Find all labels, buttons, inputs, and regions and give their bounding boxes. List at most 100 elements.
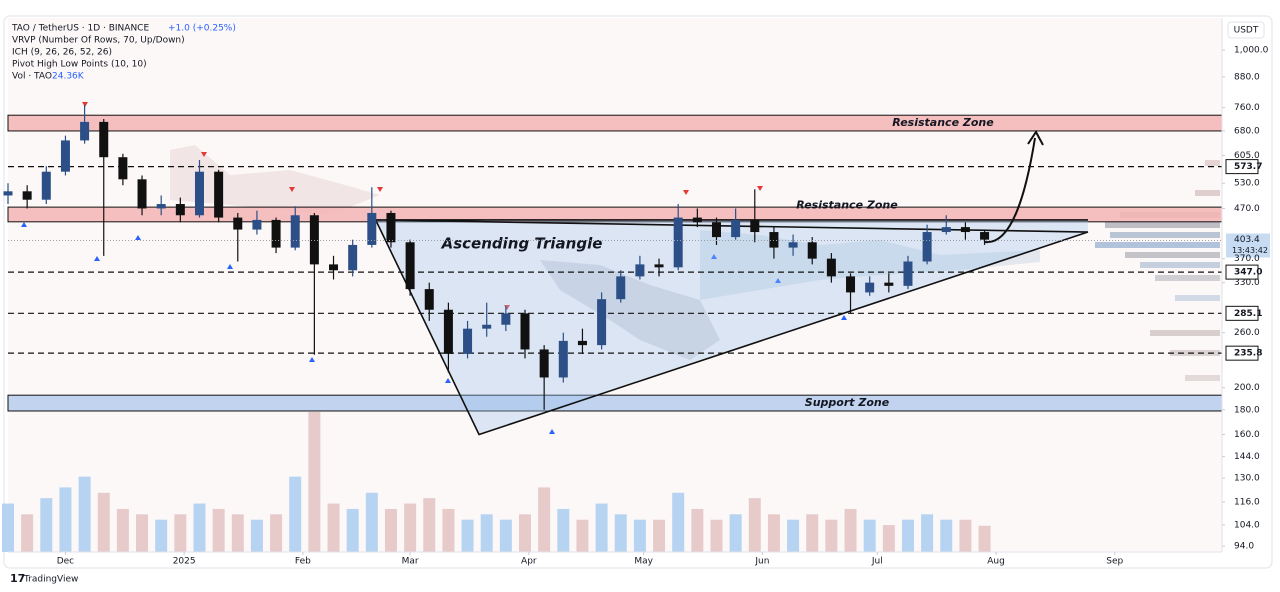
profile-bar [1195,190,1220,196]
x-tick-label: Sep [1106,557,1123,567]
countdown: 13:43:42 [1232,246,1268,255]
projection-arrow [984,137,1036,244]
candle-body [711,222,721,238]
candle-body [309,215,319,265]
candle-body [137,179,147,209]
y-tick-label: 880.0 [1234,72,1260,82]
y-tick-label: 94.0 [1234,542,1254,552]
candle-body [520,313,530,350]
candle-body [214,171,224,218]
candle-body [846,276,856,293]
volume-bar [193,503,206,552]
volume-bar [327,503,340,552]
candle-body [99,121,109,158]
pattern-label: Ascending Triangle [441,235,603,253]
level-label: 285.1 [1234,309,1262,319]
zone-label: Support Zone [805,396,890,409]
y-tick-label: 760.0 [1234,103,1260,113]
y-tick-label: 116.0 [1234,497,1260,507]
x-tick-label: May [634,557,653,567]
y-tick-label: 104.0 [1234,520,1260,530]
volume-bar [155,519,168,552]
volume-bar [710,519,723,552]
volume-bar [59,487,72,552]
candle-body [769,232,779,248]
candle-body [252,219,262,230]
cloud-grey [540,260,720,360]
volume-bar [480,514,493,552]
volume-bar [978,525,991,552]
candle-body [941,227,951,233]
brand-name: TradingView [23,575,78,585]
profile-bar [1125,252,1220,258]
volume-bar [231,514,244,552]
y-tick-label: 144.0 [1234,452,1260,462]
x-tick-label: Jun [754,557,769,567]
volume-label: Vol · TAO [12,72,52,82]
volume-bar [806,514,819,552]
y-tick-label: 680.0 [1234,126,1260,136]
x-tick-label: Aug [987,557,1005,567]
volume-bar [901,519,914,552]
volume-bar [270,514,283,552]
candle-body [903,261,913,286]
volume-bar [289,476,302,552]
candle-body [731,219,741,238]
candle-body [463,328,473,354]
candle-body [348,244,358,271]
candle-body [884,282,894,286]
profile-bar [1185,375,1220,381]
indicator-label: VRVP (Number Of Rows, 70, Up/Down) [12,36,185,46]
y-tick-label: 530.0 [1234,179,1260,189]
volume-bar [2,503,14,552]
volume-bar [825,519,838,552]
chart-content: Resistance Zone Resistance Zone Support Zo… [2,104,1270,552]
level-label: 573.7 [1234,162,1262,172]
y-tick-label: 130.0 [1234,474,1260,484]
volume-bar [538,487,551,552]
volume-bar [97,492,110,552]
volume-bar [729,514,742,552]
volume-bar [250,519,263,552]
volume-value: 24.36K [52,72,85,82]
profile-bar [1150,330,1220,336]
candle-body [558,340,568,378]
volume-bar [882,525,895,552]
currency-box [1227,21,1265,39]
candle-body [616,276,626,300]
x-tick-label: 2025 [173,557,196,567]
candle-body [750,219,760,233]
zone-label: Resistance Zone [892,116,994,129]
profile-bar [1095,242,1220,248]
candle-body [271,219,281,248]
x-tick-label: Apr [521,557,537,567]
profile-bar [1105,222,1220,228]
candle-body [692,217,702,223]
brand-logo: 𝟭𝟳 [10,572,25,585]
volume-bar [136,514,149,552]
profile-bar [1170,350,1220,356]
candle-body [654,264,664,268]
volume-bar [308,412,321,552]
zone [7,114,1223,132]
y-tick-label: 1,000.0 [1234,46,1269,56]
candle-body [501,313,511,325]
candle-body [807,242,817,259]
y-tick-label: 200.0 [1234,383,1260,393]
triangle-outline [374,219,1089,436]
y-tick-label: 370.0 [1234,254,1260,264]
x-tick-label: Mar [402,557,419,567]
candle-body [826,258,836,277]
cloud-blue [700,230,1040,300]
candle-body [22,191,32,200]
candle-body [980,232,990,240]
candle-body [405,242,415,290]
zone-label: Resistance Zone [796,198,898,211]
level-tag [1225,264,1259,280]
candle-body [577,340,587,346]
volume-bar [499,519,512,552]
volume-bar [461,519,474,552]
volume-bar [940,519,953,552]
volume-bar [116,508,129,552]
volume-bar [442,508,455,552]
